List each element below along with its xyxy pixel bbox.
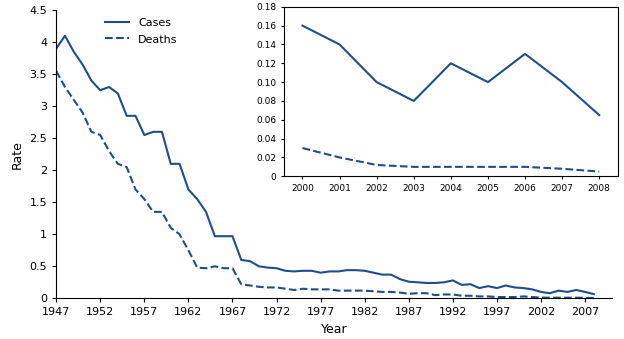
Cases: [529, 287, 536, 292]
Cases: [326, 270, 333, 274]
Legend: Cases, Deaths: Cases, Deaths: [100, 13, 182, 49]
Line: Cases: Cases: [56, 36, 594, 294]
Cases: [590, 292, 598, 296]
Cases: [167, 162, 175, 166]
Deaths: [379, 290, 386, 294]
Deaths: [97, 133, 104, 137]
Deaths: [158, 210, 166, 214]
Deaths: [590, 296, 598, 300]
Cases: [388, 273, 395, 277]
Deaths: [520, 294, 527, 298]
Y-axis label: Rate: Rate: [11, 140, 24, 169]
Deaths: [582, 296, 589, 300]
Deaths: [193, 265, 201, 270]
Deaths: [52, 69, 60, 73]
Cases: [52, 46, 60, 51]
X-axis label: Year: Year: [321, 323, 347, 336]
Cases: [105, 85, 113, 89]
Cases: [61, 34, 69, 38]
Cases: [202, 210, 210, 214]
Line: Deaths: Deaths: [56, 71, 594, 298]
